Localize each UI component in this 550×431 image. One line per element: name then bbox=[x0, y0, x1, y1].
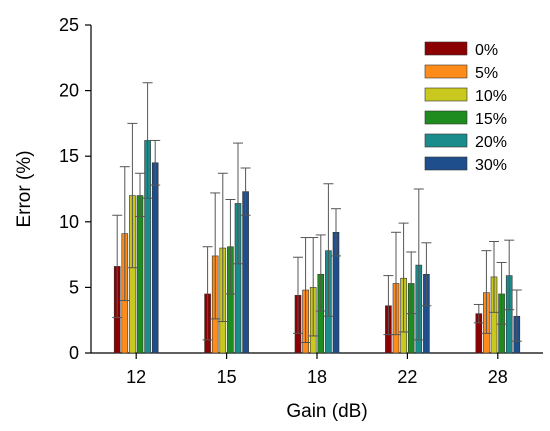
error-bars bbox=[112, 82, 522, 344]
x-tick-label: 15 bbox=[217, 367, 237, 387]
y-axis-title: Error (%) bbox=[14, 150, 35, 227]
legend-swatch bbox=[424, 41, 468, 56]
legend-label: 10% bbox=[475, 88, 507, 105]
legend-label: 20% bbox=[475, 134, 507, 151]
bar bbox=[151, 162, 159, 354]
y-tick-label: 5 bbox=[69, 277, 79, 297]
ticks: 0 5 10 15 20 25 12 15 18 22 28 bbox=[59, 15, 508, 387]
bar bbox=[136, 195, 144, 354]
legend-swatch bbox=[424, 87, 468, 102]
x-tick-label: 28 bbox=[488, 367, 508, 387]
y-tick-label: 10 bbox=[59, 212, 79, 232]
bars bbox=[113, 140, 521, 354]
legend-swatch bbox=[424, 110, 468, 125]
legend-label: 30% bbox=[475, 157, 507, 174]
legend-label: 0% bbox=[475, 42, 498, 59]
x-axis-title: Gain (dB) bbox=[286, 401, 367, 422]
x-tick-label: 12 bbox=[126, 367, 146, 387]
x-tick-label: 22 bbox=[397, 367, 417, 387]
legend-label: 15% bbox=[475, 111, 507, 128]
y-tick-label: 15 bbox=[59, 146, 79, 166]
legend-swatch bbox=[424, 156, 468, 171]
y-tick-label: 25 bbox=[59, 15, 79, 35]
legend-label: 5% bbox=[475, 65, 498, 82]
y-tick-label: 20 bbox=[59, 81, 79, 101]
legend: 0% 5% 10% 15% 20% 30% bbox=[424, 41, 507, 174]
legend-swatch bbox=[424, 133, 468, 148]
legend-swatch bbox=[424, 64, 468, 79]
x-tick-label: 18 bbox=[307, 367, 327, 387]
bar bbox=[242, 191, 249, 354]
y-tick-label: 0 bbox=[69, 343, 79, 363]
